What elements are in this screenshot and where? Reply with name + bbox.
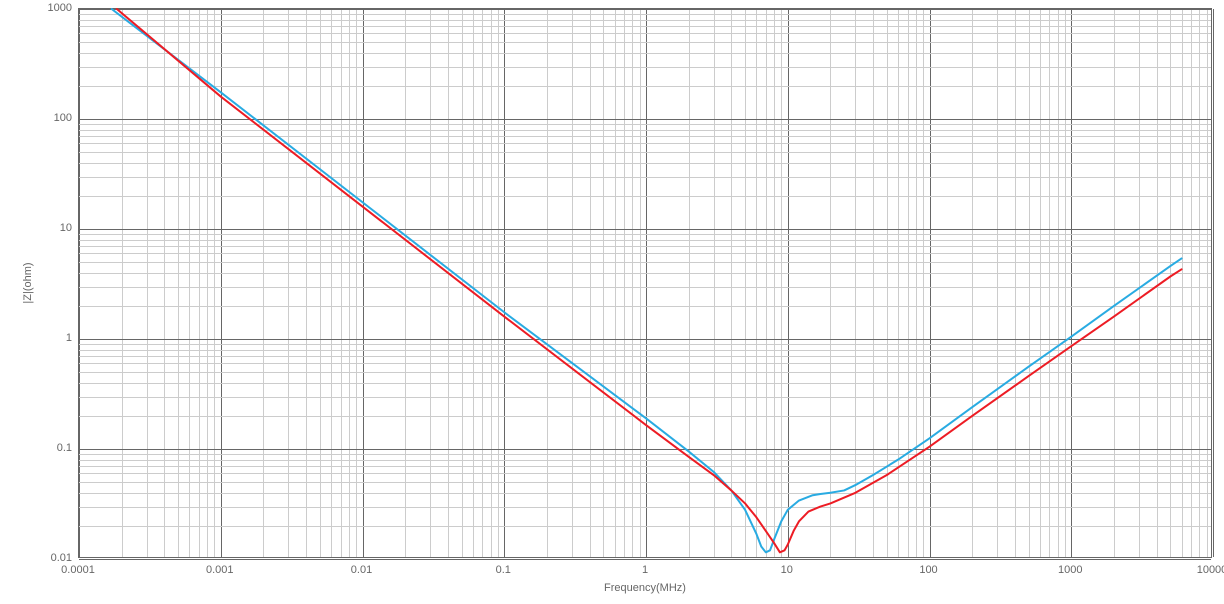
y-tick-label: 1000 (48, 2, 72, 14)
x-tick-label: 0.01 (351, 564, 372, 576)
y-tick-label: 0.1 (57, 442, 72, 454)
x-tick-label: 0.001 (206, 564, 234, 576)
series-layer (79, 9, 1213, 559)
gridline-x-major (1213, 9, 1214, 557)
x-tick-label: 100 (919, 564, 937, 576)
y-tick-label: 1 (66, 332, 72, 344)
x-tick-label: 0.0001 (61, 564, 95, 576)
x-tick-label: 10 (781, 564, 793, 576)
y-tick-label: 0.01 (51, 552, 72, 564)
impedance-chart: Frequency(MHz) |Z|(ohm) 0.0001 0.001 0.01 0… (0, 0, 1224, 604)
x-tick-label: 0.1 (496, 564, 511, 576)
series-red (117, 9, 1182, 552)
y-tick-label: 10 (60, 222, 72, 234)
x-axis-title: Frequency(MHz) (604, 582, 686, 594)
x-tick-label: 1 (642, 564, 648, 576)
plot-area (78, 8, 1212, 558)
x-tick-label: 1000 (1058, 564, 1082, 576)
x-tick-label: 10000 (1197, 564, 1224, 576)
y-tick-label: 100 (54, 112, 72, 124)
series-blue (112, 9, 1182, 552)
y-axis-title: |Z|(ohm) (22, 262, 34, 303)
gridline-y-major (79, 559, 1211, 560)
